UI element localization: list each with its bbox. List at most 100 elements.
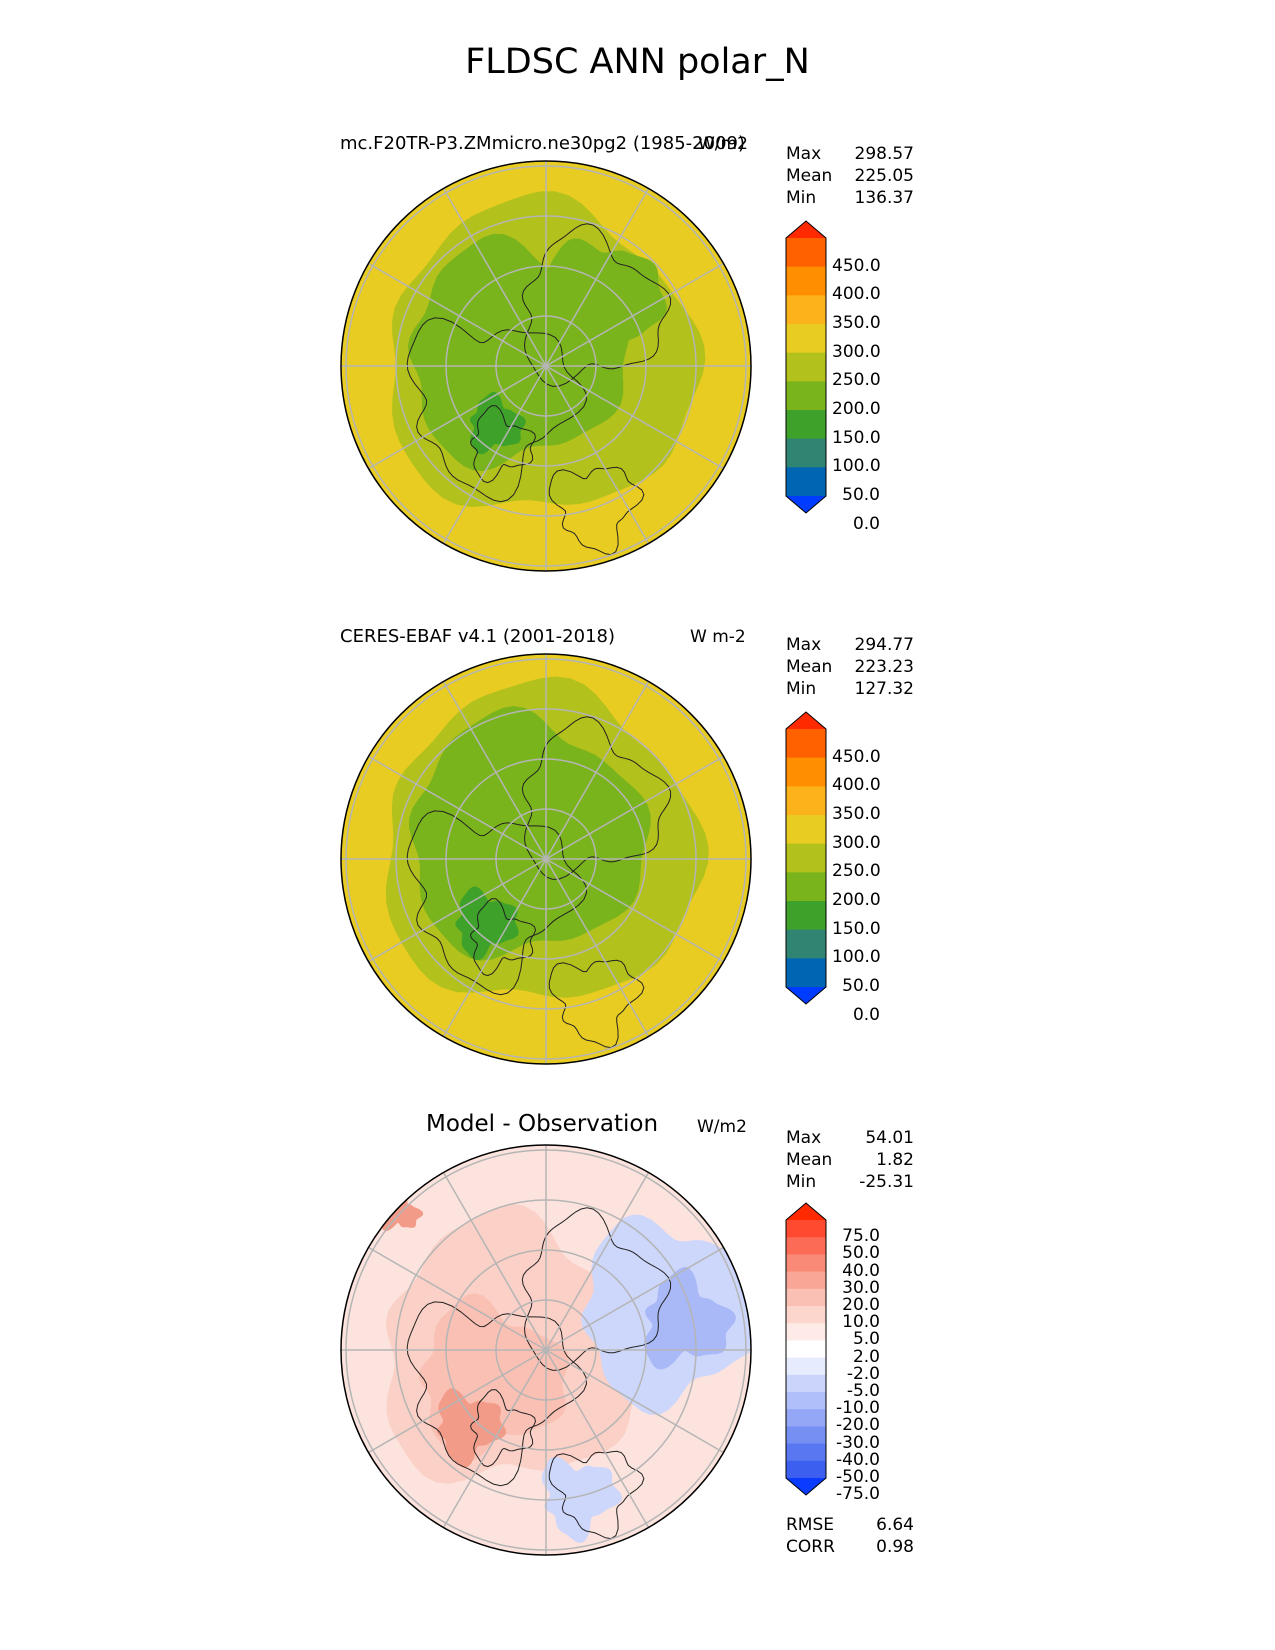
colorbar-tick-label: 400.0 xyxy=(832,284,881,305)
colorbar-swatch xyxy=(786,958,826,988)
map-boundary xyxy=(340,1144,752,1556)
coastline-north-america xyxy=(406,810,588,996)
colorbar-swatch xyxy=(786,238,826,268)
colorbar-swatch xyxy=(786,815,826,845)
colorbar-tick-label: 50.0 xyxy=(842,1243,880,1264)
stat-value: 127.32 xyxy=(854,679,914,699)
colorbar-outline xyxy=(785,1202,827,1496)
colorbar-swatch xyxy=(786,1340,826,1359)
colorbar-tick-label: -75.0 xyxy=(836,1484,880,1505)
coastline-europe xyxy=(548,466,645,556)
stat-value: 298.57 xyxy=(854,144,914,164)
longitude-line xyxy=(442,1172,650,1528)
metric-row-corr: CORR 0.98 xyxy=(786,1536,914,1558)
colorbar-under-arrow xyxy=(786,1478,826,1495)
colorbar-tick-label: -10.0 xyxy=(836,1398,880,1419)
colorbar-tick-label: 75.0 xyxy=(842,1226,880,1247)
stat-row: Max 298.57 xyxy=(786,143,914,165)
colorbar-swatch xyxy=(786,266,826,296)
colorbar-tick-label: 250.0 xyxy=(832,861,881,882)
stat-label: Mean xyxy=(786,1150,833,1170)
colorbar-tick-label: 40.0 xyxy=(842,1260,880,1281)
stat-label: Max xyxy=(786,144,822,164)
colorbar-swatch xyxy=(786,1460,826,1479)
field-contour-region xyxy=(541,1456,622,1543)
stat-label: Min xyxy=(786,188,817,208)
colorbar-tick-label: 200.0 xyxy=(832,399,881,419)
figure-title: FLDSC ANN polar_N xyxy=(465,42,810,82)
colorbar-swatch xyxy=(786,381,826,411)
colorbar-tick-label: 150.0 xyxy=(832,918,881,939)
panel-1-units: W/m2 xyxy=(698,134,748,154)
colorbar-over-arrow xyxy=(786,1203,826,1220)
colorbar-swatch xyxy=(786,438,826,468)
colorbar-swatch xyxy=(786,1409,826,1427)
colorbar-tick-label: -2.0 xyxy=(846,1363,880,1384)
colorbar-tick-label: 5.0 xyxy=(852,1329,880,1350)
colorbar-swatch xyxy=(786,352,826,382)
colorbar-swatch xyxy=(786,843,826,873)
colorbar-swatch xyxy=(786,1392,826,1410)
stat-value: -25.31 xyxy=(859,1172,914,1192)
colorbar-swatch xyxy=(786,1323,826,1341)
panel-3-title: Model - Observation xyxy=(426,1111,659,1137)
stat-label: Max xyxy=(786,1128,822,1148)
coastline-north-america xyxy=(406,1301,588,1487)
colorbar-tick-label: 30.0 xyxy=(842,1277,880,1298)
metric-label: RMSE xyxy=(786,1515,835,1535)
stat-label: Max xyxy=(786,635,822,655)
colorbar-tick-label: 300.0 xyxy=(832,832,881,853)
colorbar-swatch xyxy=(786,1426,826,1445)
colorbar-tick-label: 100.0 xyxy=(832,456,881,477)
stat-value: 294.77 xyxy=(854,635,914,655)
colorbar-swatch xyxy=(786,1443,826,1462)
colorbar-outline xyxy=(785,220,827,514)
metrics-stats: RMSE 6.64 CORR 0.98 xyxy=(786,1514,914,1558)
colorbar-swatch xyxy=(786,872,826,902)
colorbar-tick-label: 400.0 xyxy=(832,775,881,796)
colorbar-swatch xyxy=(786,1306,826,1324)
colorbar-tick-label: -20.0 xyxy=(836,1415,880,1436)
colorbar-tick-label: 300.0 xyxy=(832,341,881,362)
colorbar-swatch xyxy=(786,729,826,759)
panel-1-colorbar xyxy=(785,220,827,514)
colorbar-tick-label: 200.0 xyxy=(832,890,881,910)
metric-value: 0.98 xyxy=(876,1537,914,1557)
longitude-line xyxy=(442,681,650,1037)
colorbar-tick-label: 450.0 xyxy=(832,255,881,276)
stat-value: 1.82 xyxy=(876,1150,914,1170)
colorbar-swatch xyxy=(786,1357,826,1376)
coastline-europe xyxy=(548,959,645,1049)
colorbar-swatch xyxy=(786,324,826,354)
longitude-line xyxy=(442,188,650,544)
field-contour-region xyxy=(470,391,526,455)
colorbar-over-arrow xyxy=(786,712,826,729)
colorbar-swatch xyxy=(786,901,826,931)
colorbar-swatch xyxy=(786,786,826,816)
stat-label: Min xyxy=(786,1172,817,1192)
colorbar-tick-label: 50.0 xyxy=(842,976,880,996)
panel-2-polar-map xyxy=(340,653,752,1065)
stat-value: 136.37 xyxy=(854,188,914,208)
metric-row-rmse: RMSE 6.64 xyxy=(786,1514,914,1536)
stat-value: 225.05 xyxy=(854,166,914,186)
colorbar-tick-label: 450.0 xyxy=(832,746,881,767)
map-boundary xyxy=(340,160,752,572)
colorbar-swatch xyxy=(786,295,826,325)
colorbar-swatch xyxy=(786,467,826,497)
panel-3-colorbar xyxy=(785,1202,827,1496)
panel-2-stats: Max 294.77 Mean 223.23 Min 127.32 xyxy=(786,634,914,700)
stat-row: Max 54.01 xyxy=(786,1127,914,1149)
panel-2-units: W m-2 xyxy=(690,627,746,647)
colorbar-tick-label: 350.0 xyxy=(832,804,881,824)
colorbar-swatch xyxy=(786,410,826,440)
panel-1-polar-map xyxy=(340,160,752,572)
panel-1-title: mc.F20TR-P3.ZMmicro.ne30pg2 (1985-2009) xyxy=(340,133,745,154)
stat-label: Min xyxy=(786,679,817,699)
stat-row: Min 136.37 xyxy=(786,187,914,209)
panel-2-title: CERES-EBAF v4.1 (2001-2018) xyxy=(340,626,616,647)
stat-row: Min 127.32 xyxy=(786,678,914,700)
stat-row: Max 294.77 xyxy=(786,634,914,656)
colorbar-outline xyxy=(785,711,827,1005)
metric-value: 6.64 xyxy=(876,1515,914,1535)
